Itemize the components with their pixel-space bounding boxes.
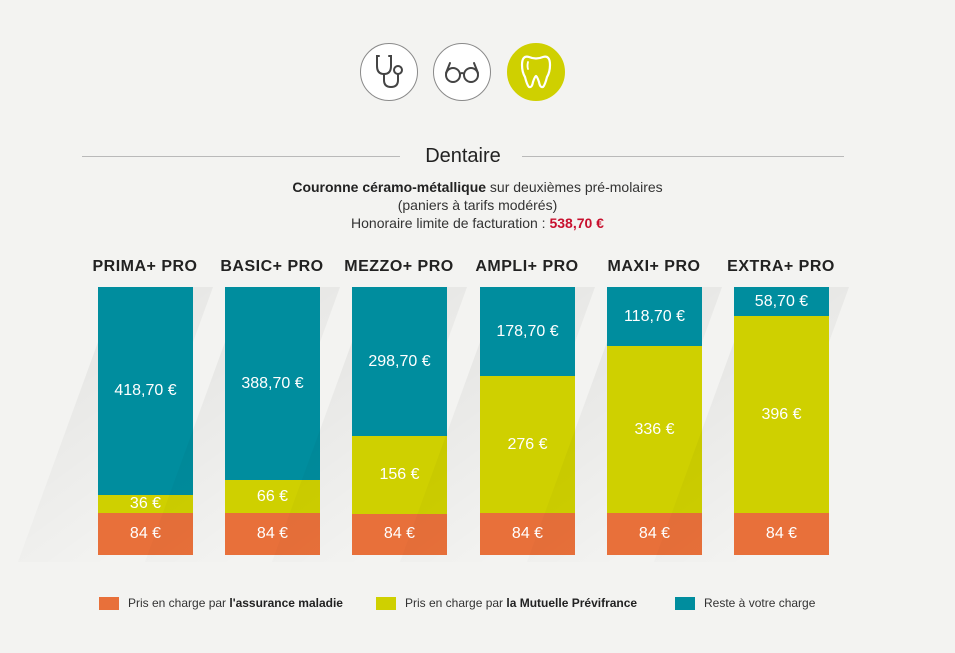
bar-segment-reste: 418,70 € (98, 287, 193, 495)
bar-segment-mutuelle: 156 € (352, 436, 447, 514)
legend-swatch-reste (675, 596, 695, 610)
procedure-detail: sur deuxièmes pré-molaires (486, 179, 663, 195)
tooth-icon (520, 55, 552, 89)
legend-label-mutuelle: Pris en charge par la Mutuelle Prévifran… (405, 596, 638, 610)
bar-segment-mutuelle: 66 € (225, 480, 320, 513)
bar-segment-mutuelle: 336 € (607, 346, 702, 513)
bar-segment-reste: 178,70 € (480, 287, 575, 376)
stethoscope-icon (376, 55, 403, 89)
section-title: Dentaire (413, 145, 513, 167)
plan-name: BASIC+ PRO (220, 258, 324, 275)
bar-segment-reste: 58,70 € (734, 287, 829, 316)
legend-item-mutuelle: Pris en charge par la Mutuelle Prévifran… (376, 596, 637, 610)
bar-segment-reste: 298,70 € (352, 287, 447, 436)
plan-name: MEZZO+ PRO (344, 258, 454, 275)
legend-swatch-assurance (99, 596, 119, 610)
legend-label-reste: Reste à votre charge (704, 596, 816, 610)
fee-limit-price: 538,70 € (549, 215, 604, 231)
plan-name: PRIMA+ PRO (92, 258, 198, 275)
plan-name: MAXI+ PRO (607, 258, 701, 275)
legend-item-reste: Reste à votre charge (675, 596, 815, 610)
bar-segment-reste: 388,70 € (225, 287, 320, 480)
bar-segment-assurance: 84 € (607, 513, 702, 555)
bar-segment-assurance: 84 € (225, 513, 320, 555)
bar-segment-assurance: 84 € (734, 513, 829, 555)
bar-segment-mutuelle: 36 € (98, 495, 193, 513)
chart-legend: Pris en charge par l'assurance maladie P… (0, 596, 955, 616)
divider-right (522, 156, 844, 157)
tab-optical[interactable] (433, 43, 491, 101)
legend-item-assurance: Pris en charge par l'assurance maladie (99, 596, 343, 610)
procedure-name: Couronne céramo-métallique (292, 179, 487, 195)
bar-segment-assurance: 84 € (352, 513, 447, 555)
bar-segment-assurance: 84 € (480, 513, 575, 555)
bar-segment-reste: 118,70 € (607, 287, 702, 346)
divider-left (82, 156, 400, 157)
coverage-category-tabs (0, 43, 955, 103)
tab-dental[interactable] (507, 43, 565, 101)
bar-segment-mutuelle: 396 € (734, 316, 829, 513)
glasses-icon (445, 62, 479, 83)
plan-name: AMPLI+ PRO (475, 258, 579, 275)
plan-name: EXTRA+ PRO (727, 258, 835, 275)
legend-swatch-mutuelle (376, 596, 396, 610)
section-header: Dentaire (82, 143, 844, 169)
tab-medical[interactable] (360, 43, 418, 101)
bar-segment-assurance: 84 € (98, 513, 193, 555)
section-description: Couronne céramo-métallique sur deuxièmes… (0, 178, 955, 232)
fee-limit-label: Honoraire limite de facturation : (351, 215, 550, 231)
legend-label-assurance: Pris en charge par l'assurance maladie (128, 596, 343, 610)
procedure-note: (paniers à tarifs modérés) (397, 197, 558, 213)
bar-segment-mutuelle: 276 € (480, 376, 575, 513)
